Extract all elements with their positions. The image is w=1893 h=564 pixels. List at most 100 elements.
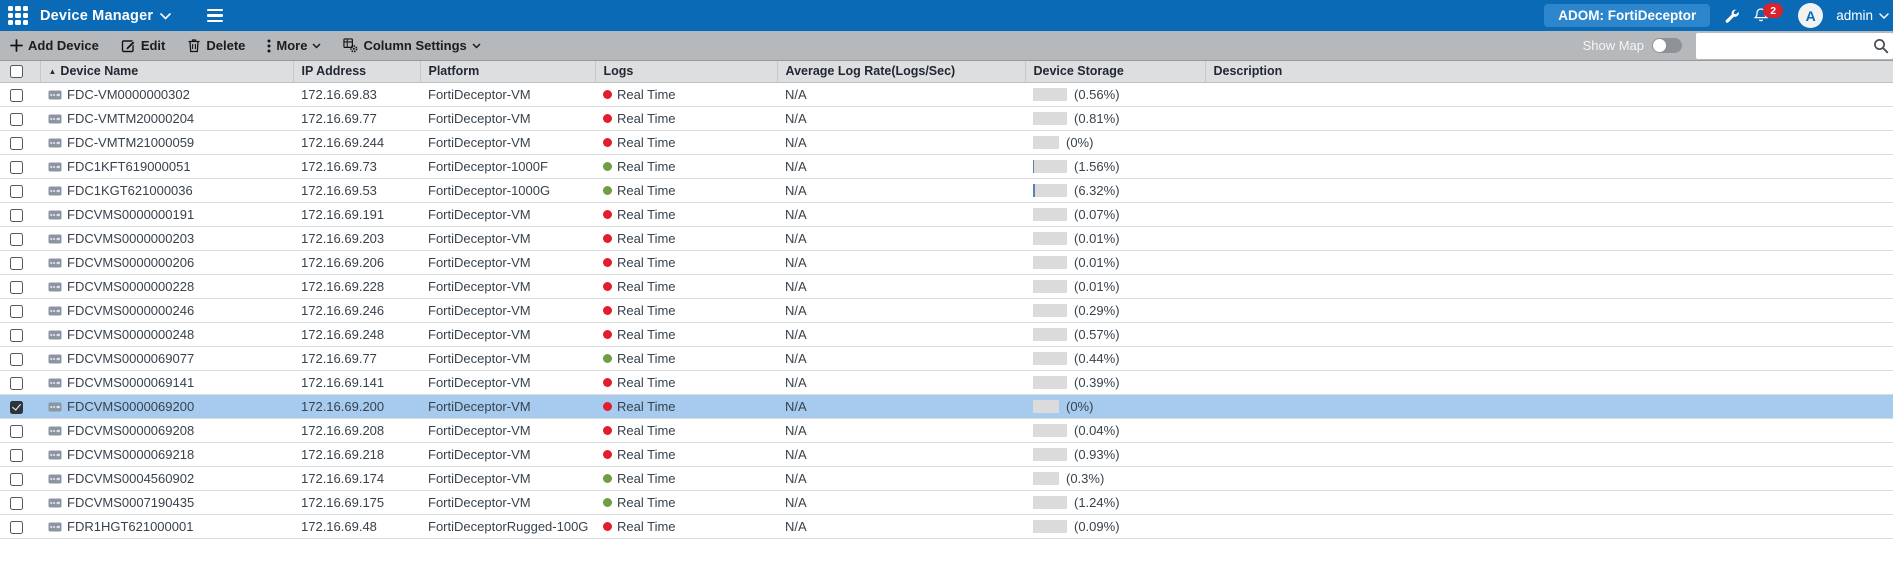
row-checkbox[interactable] <box>10 88 23 102</box>
row-checkbox[interactable] <box>10 352 23 366</box>
device-name-cell[interactable]: FDCVMS0000000248 <box>40 322 293 347</box>
search-input[interactable] <box>1696 32 1893 59</box>
log-status-green-dot-icon <box>603 498 612 507</box>
table-row[interactable]: FDCVMS0000000228 172.16.69.228 FortiDecept… <box>0 274 1893 299</box>
row-checkbox[interactable] <box>10 232 23 246</box>
device-name-cell[interactable]: FDC-VMTM21000059 <box>40 130 293 155</box>
device-storage-cell: (0.04%) <box>1025 418 1205 443</box>
delete-button[interactable]: Delete <box>187 38 245 53</box>
table-row[interactable]: FDCVMS0000000203 172.16.69.203 FortiDecept… <box>0 226 1893 251</box>
device-name-cell[interactable]: FDCVMS0000069141 <box>40 370 293 395</box>
device-name-cell[interactable]: FDC-VM0000000302 <box>40 82 293 107</box>
table-row[interactable]: FDCVMS0007190435 172.16.69.175 FortiDecept… <box>0 490 1893 515</box>
device-name-cell[interactable]: FDCVMS0000000246 <box>40 298 293 323</box>
device-name-cell[interactable]: FDCVMS0004560902 <box>40 466 293 491</box>
add-device-button[interactable]: Add Device <box>10 38 99 53</box>
app-title-chevron-down-icon[interactable] <box>160 7 172 25</box>
device-name-cell[interactable]: FDCVMS0000000206 <box>40 250 293 275</box>
row-checkbox[interactable] <box>10 160 23 174</box>
menu-hamburger-icon[interactable] <box>207 8 224 23</box>
row-checkbox[interactable] <box>10 208 23 222</box>
table-row[interactable]: FDC1KGT621000036 172.16.69.53 FortiDecepto… <box>0 178 1893 203</box>
column-header-description[interactable]: Description <box>1205 61 1893 83</box>
table-row[interactable]: FDCVMS0000069141 172.16.69.141 FortiDecept… <box>0 370 1893 395</box>
table-row[interactable]: FDCVMS0000000248 172.16.69.248 FortiDecept… <box>0 322 1893 347</box>
column-header-platform[interactable]: Platform <box>420 61 596 83</box>
row-checkbox[interactable] <box>10 400 23 414</box>
column-header-device-storage[interactable]: Device Storage <box>1025 61 1206 83</box>
row-checkbox[interactable] <box>10 328 23 342</box>
device-name-cell[interactable]: FDCVMS0000000191 <box>40 202 293 227</box>
table-row[interactable]: FDCVMS0000069218 172.16.69.218 FortiDecept… <box>0 442 1893 467</box>
table-row[interactable]: FDCVMS0004560902 172.16.69.174 FortiDecept… <box>0 466 1893 491</box>
device-name-cell[interactable]: FDC1KFT619000051 <box>40 154 293 179</box>
device-name-cell[interactable]: FDCVMS0000069077 <box>40 346 293 371</box>
device-name-cell[interactable]: FDCVMS0000069200 <box>40 394 293 419</box>
user-avatar[interactable]: A <box>1798 3 1824 28</box>
device-icon <box>48 210 62 219</box>
table-header-row: ▲ Device Name IP Address Platform Logs Av… <box>0 61 1893 83</box>
table-row[interactable]: FDCVMS0000069077 172.16.69.77 FortiDecepto… <box>0 346 1893 371</box>
table-row[interactable]: FDCVMS0000069208 172.16.69.208 FortiDecept… <box>0 418 1893 443</box>
plus-icon <box>10 39 23 52</box>
table-row[interactable]: FDCVMS0000000191 172.16.69.191 FortiDecept… <box>0 202 1893 227</box>
table-row[interactable]: FDC-VMTM20000204 172.16.69.77 FortiDecepto… <box>0 106 1893 131</box>
row-checkbox[interactable] <box>10 376 23 390</box>
row-checkbox[interactable] <box>10 136 23 150</box>
device-name-cell[interactable]: FDR1HGT621000001 <box>40 514 293 539</box>
fortinet-logo-icon[interactable] <box>8 6 28 25</box>
table-row[interactable]: FDC-VM0000000302 172.16.69.83 FortiDecepto… <box>0 82 1893 107</box>
device-name-cell[interactable]: FDC1KGT621000036 <box>40 178 293 203</box>
column-settings-button[interactable]: Column Settings <box>343 38 481 53</box>
table-row[interactable]: FDCVMS0000000206 172.16.69.206 FortiDecept… <box>0 250 1893 275</box>
search-icon[interactable] <box>1873 38 1889 57</box>
show-map-toggle[interactable] <box>1652 38 1682 53</box>
table-row[interactable]: FDCVMS0000069200 172.16.69.200 FortiDecept… <box>0 394 1893 419</box>
device-name-cell[interactable]: FDCVMS0000069218 <box>40 442 293 467</box>
notifications-bell-icon[interactable]: 2 <box>1753 3 1784 24</box>
device-name-cell[interactable]: FDCVMS0000069208 <box>40 418 293 443</box>
logs-cell: Real Time <box>595 346 777 371</box>
row-checkbox[interactable] <box>10 424 23 438</box>
logs-cell: Real Time <box>595 298 777 323</box>
device-name-label: FDC-VMTM21000059 <box>67 134 195 150</box>
table-row[interactable]: FDC1KFT619000051 172.16.69.73 FortiDecepto… <box>0 154 1893 179</box>
logs-cell: Real Time <box>595 514 777 539</box>
storage-percent-label: (0.3%) <box>1066 471 1105 487</box>
column-header-logs[interactable]: Logs <box>595 61 778 83</box>
column-header-device-name[interactable]: ▲ Device Name <box>40 61 294 83</box>
app-title[interactable]: Device Manager <box>40 7 154 24</box>
user-menu[interactable]: admin <box>1836 8 1889 23</box>
row-checkbox[interactable] <box>10 472 23 486</box>
description-cell <box>1205 442 1893 467</box>
more-button[interactable]: More <box>267 38 321 53</box>
ip-address-cell: 172.16.69.77 <box>293 346 420 371</box>
ip-address-cell: 172.16.69.53 <box>293 178 420 203</box>
ip-address-cell: 172.16.69.208 <box>293 418 420 443</box>
row-checkbox[interactable] <box>10 520 23 534</box>
column-header-ip-address[interactable]: IP Address <box>293 61 421 83</box>
row-checkbox[interactable] <box>10 184 23 198</box>
device-name-cell[interactable]: FDCVMS0000000228 <box>40 274 293 299</box>
select-all-checkbox[interactable] <box>10 65 23 79</box>
ip-address-cell: 172.16.69.191 <box>293 202 420 227</box>
table-row[interactable]: FDR1HGT621000001 172.16.69.48 FortiDecepto… <box>0 514 1893 539</box>
adom-selector-button[interactable]: ADOM: FortiDeceptor <box>1544 4 1711 27</box>
device-name-cell[interactable]: FDC-VMTM20000204 <box>40 106 293 131</box>
device-name-cell[interactable]: FDCVMS0000000203 <box>40 226 293 251</box>
edit-button[interactable]: Edit <box>121 38 165 53</box>
device-name-label: FDCVMS0000000191 <box>67 206 195 222</box>
table-row[interactable]: FDC-VMTM21000059 172.16.69.244 FortiDecept… <box>0 130 1893 155</box>
device-name-cell[interactable]: FDCVMS0007190435 <box>40 490 293 515</box>
storage-bar <box>1033 328 1067 342</box>
row-checkbox[interactable] <box>10 448 23 462</box>
device-name-label: FDCVMS0000069141 <box>67 374 195 390</box>
row-checkbox[interactable] <box>10 280 23 294</box>
tools-wrench-icon[interactable] <box>1723 7 1740 24</box>
row-checkbox[interactable] <box>10 304 23 318</box>
column-header-average-log-rate[interactable]: Average Log Rate(Logs/Sec) <box>777 61 1026 83</box>
row-checkbox[interactable] <box>10 496 23 510</box>
row-checkbox[interactable] <box>10 256 23 270</box>
row-checkbox[interactable] <box>10 112 23 126</box>
table-row[interactable]: FDCVMS0000000246 172.16.69.246 FortiDecept… <box>0 298 1893 323</box>
